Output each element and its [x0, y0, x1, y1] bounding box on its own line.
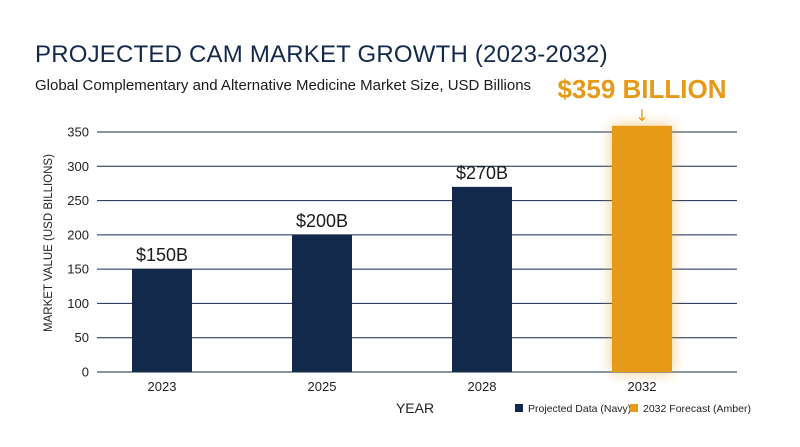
bars — [132, 125, 672, 372]
bar — [132, 269, 192, 372]
x-tick-label: 2025 — [308, 379, 337, 394]
y-tick-label: 150 — [67, 262, 89, 277]
data-label: $270B — [456, 163, 508, 183]
x-tick-label: 2028 — [468, 379, 497, 394]
y-tick-label: 0 — [82, 365, 89, 380]
data-label: $200B — [296, 211, 348, 231]
y-tick-label: 250 — [67, 193, 89, 208]
data-label: $359 BILLION — [557, 74, 726, 104]
x-axis-title: YEAR — [396, 400, 434, 416]
y-axis-title: MARKET VALUE (USD BILLIONS) — [43, 154, 55, 332]
down-arrow-icon: ↓ — [635, 106, 648, 125]
gridlines — [97, 131, 737, 373]
x-tick-label: 2032 — [628, 379, 657, 394]
legend-item: Projected Data (Navy) — [515, 403, 631, 415]
legend-swatch — [515, 404, 523, 412]
legend-label: Projected Data (Navy) — [528, 403, 631, 415]
y-tick-label: 300 — [67, 159, 89, 174]
bar — [292, 234, 352, 372]
y-tick-label: 200 — [67, 227, 89, 242]
chart-subtitle: Global Complementary and Alternative Med… — [35, 77, 531, 94]
legend-item: 2032 Forecast (Amber) — [630, 403, 751, 415]
bar — [452, 186, 512, 372]
y-tick-label: 100 — [67, 296, 89, 311]
y-tick-label: 50 — [75, 330, 89, 345]
x-tick-label: 2023 — [148, 379, 177, 394]
x-tick-labels: 2023 2025 2028 2032 — [148, 379, 657, 394]
legend: Projected Data (Navy) 2032 Forecast (Ambe… — [515, 403, 751, 415]
chart-title: PROJECTED CAM MARKET GROWTH (2023-2032) — [35, 41, 608, 68]
legend-swatch — [630, 404, 638, 412]
data-labels: $150B $200B $270B $359 BILLION ↓ — [136, 74, 727, 265]
bar — [612, 125, 672, 372]
legend-label: 2032 Forecast (Amber) — [643, 403, 751, 415]
data-label: $150B — [136, 245, 188, 265]
y-tick-labels: 0 50 100 150 200 250 300 350 — [67, 125, 89, 380]
y-tick-label: 350 — [67, 125, 89, 140]
